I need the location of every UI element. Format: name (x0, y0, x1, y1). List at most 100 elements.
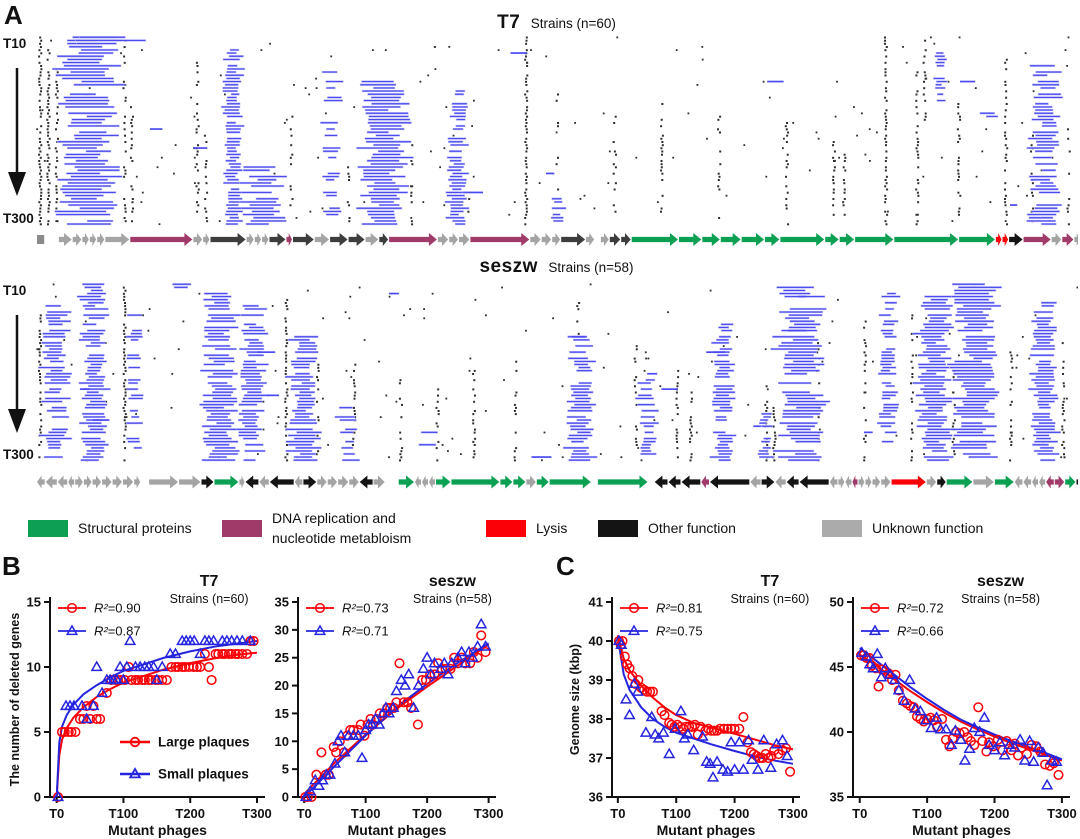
gene-arrow-green (513, 475, 526, 489)
gene-arrow-gray (530, 233, 541, 246)
axes: 35 40 45 50 T0 T100 T200 T300 (830, 595, 1077, 822)
legend-item-dna-replication: DNA replication and nucleotide metablois… (222, 505, 411, 551)
gene-arrow-red (995, 233, 1002, 246)
gene-arrow-gray (89, 233, 97, 246)
plot-b-seszw-deleted-genes: 0 5 10 15 20 25 30 35 T0 T100 T200 T300 Mutant phage… (272, 560, 506, 839)
gene-arrow-dark (379, 233, 389, 246)
gene-arrow-maroon (1062, 233, 1074, 246)
series-triangle (51, 634, 257, 802)
x-tick-label: T100 (351, 806, 381, 821)
plot-title: seszw (977, 573, 1025, 590)
gene-arrow-green (1065, 475, 1076, 489)
gene-arrow-gray (1074, 233, 1078, 246)
t7-map-title-main: T7 (497, 12, 521, 33)
gene-arrow-gray (68, 475, 75, 489)
legend-label: Unknown function (872, 519, 984, 536)
gene-arrow-black (269, 475, 294, 489)
gene-arrow-black (201, 475, 214, 489)
y-tick-label: 15 (275, 706, 289, 721)
gene-arrow-gray (239, 475, 245, 489)
r2-legend-entry: R²=0.66 (861, 624, 944, 639)
structural-proteins-swatch (28, 519, 68, 537)
r2-label: R²=0.72 (897, 601, 944, 616)
gene-arrow-green (214, 475, 239, 489)
gene-arrow-gray (1014, 475, 1023, 489)
gene-arrow-gray (526, 475, 536, 489)
gene-arrow-gray (193, 233, 203, 246)
x-axis-label: Mutant phages (912, 822, 1011, 838)
gene-arrow-gray (317, 475, 327, 489)
r2-legend-entry: R²=0.71 (306, 624, 389, 639)
series-name-label: Large plaques (158, 735, 250, 750)
x-tick-label: T200 (175, 806, 205, 821)
t7-time-end-label: T300 (3, 211, 34, 226)
genome-end-square (37, 235, 45, 244)
y-tick-label: 25 (275, 650, 289, 665)
scatter-plot-svg: 35 40 45 50 T0 T100 T200 T300 Mutant phages seszw… (830, 573, 1077, 838)
plot-c-t7-genome-size: 36 37 38 39 40 41 T0 T100 T200 T300 Mutant phages G… (566, 560, 810, 839)
gene-arrow-gray (82, 233, 89, 246)
y-tick-label: 38 (589, 712, 603, 727)
gene-arrow-gray (600, 233, 609, 246)
plot-subtitle: Strains (n=58) (961, 592, 1040, 606)
x-tick-label: T0 (49, 806, 64, 821)
gene-arrow-black (710, 475, 750, 489)
axes: 0 5 10 15 T0 T100 T200 T300 (27, 595, 272, 822)
x-tick-label: T200 (412, 806, 442, 821)
gene-arrow-green (398, 475, 414, 489)
y-tick-label: 37 (589, 751, 603, 766)
gene-arrow-gray (1023, 475, 1032, 489)
gene-arrow-gray (541, 233, 552, 246)
gene-arrow-gray (72, 233, 82, 246)
gene-arrow-maroon (130, 233, 193, 246)
gene-arrow-maroon (389, 233, 437, 246)
gene-arrow-green (780, 233, 825, 246)
scatter-plot-svg: 0 5 10 15 20 25 30 35 T0 T100 T200 T300 Mutant phage… (275, 573, 504, 838)
r2-label: R²=0.71 (342, 624, 389, 639)
gene-arrow-black (799, 475, 829, 489)
y-axis-label: The number of deleted genes (8, 613, 22, 787)
gene-arrow-gray (37, 475, 45, 489)
t7-time-start-label: T10 (3, 36, 27, 51)
x-tick-label: T300 (1047, 806, 1077, 821)
gene-arrow-green (959, 233, 995, 246)
series-triangle (299, 617, 492, 802)
gene-arrow-gray (179, 475, 201, 489)
gene-arrow-black (303, 475, 317, 489)
gene-arrow-green (436, 475, 451, 489)
gene-arrow-green (946, 475, 973, 489)
gene-arrow-gray (112, 475, 122, 489)
gene-arrow-gray (83, 475, 92, 489)
gene-arrow-green (631, 233, 678, 246)
gene-arrow-maroon (852, 475, 858, 489)
r2-label: R²=0.81 (656, 601, 703, 616)
scatter-plot-svg: 0 5 10 15 T0 T100 T200 T300 Mutant phages The num… (8, 573, 272, 838)
gene-arrow-gray (586, 233, 595, 246)
gene-arrow-maroon (1046, 475, 1054, 489)
r2-label: R²=0.73 (342, 601, 389, 616)
gene-arrow-maroon (286, 233, 292, 246)
gene-arrow-green (720, 233, 741, 246)
gene-arrow-gray (75, 475, 83, 489)
gene-arrow-black (937, 475, 946, 489)
scatter-plot-svg: 36 37 38 39 40 41 T0 T100 T200 T300 Mutant phages G… (568, 573, 809, 838)
x-tick-label: T100 (912, 806, 942, 821)
r2-label: R²=0.90 (94, 601, 141, 616)
gene-arrow-gray (105, 233, 130, 246)
unknown-function-swatch (822, 519, 862, 537)
gene-arrow-gray (459, 233, 470, 246)
gene-arrow-gray (102, 475, 112, 489)
gene-arrow-gray (552, 233, 561, 246)
lysis-swatch (486, 519, 526, 537)
x-tick-label: T300 (474, 806, 504, 821)
gene-arrow-gray (775, 475, 786, 489)
gene-arrow-gray (872, 475, 881, 489)
x-tick-label: T300 (778, 806, 808, 821)
y-tick-label: 36 (589, 790, 603, 805)
gene-arrow-gray (1032, 475, 1039, 489)
legend-item-lysis: Lysis (486, 505, 567, 551)
r2-legend-entry: R²=0.81 (620, 601, 703, 616)
series-legend-entry: Large plaques (120, 735, 250, 750)
seszw-time-axis: T10 T300 (0, 283, 34, 462)
